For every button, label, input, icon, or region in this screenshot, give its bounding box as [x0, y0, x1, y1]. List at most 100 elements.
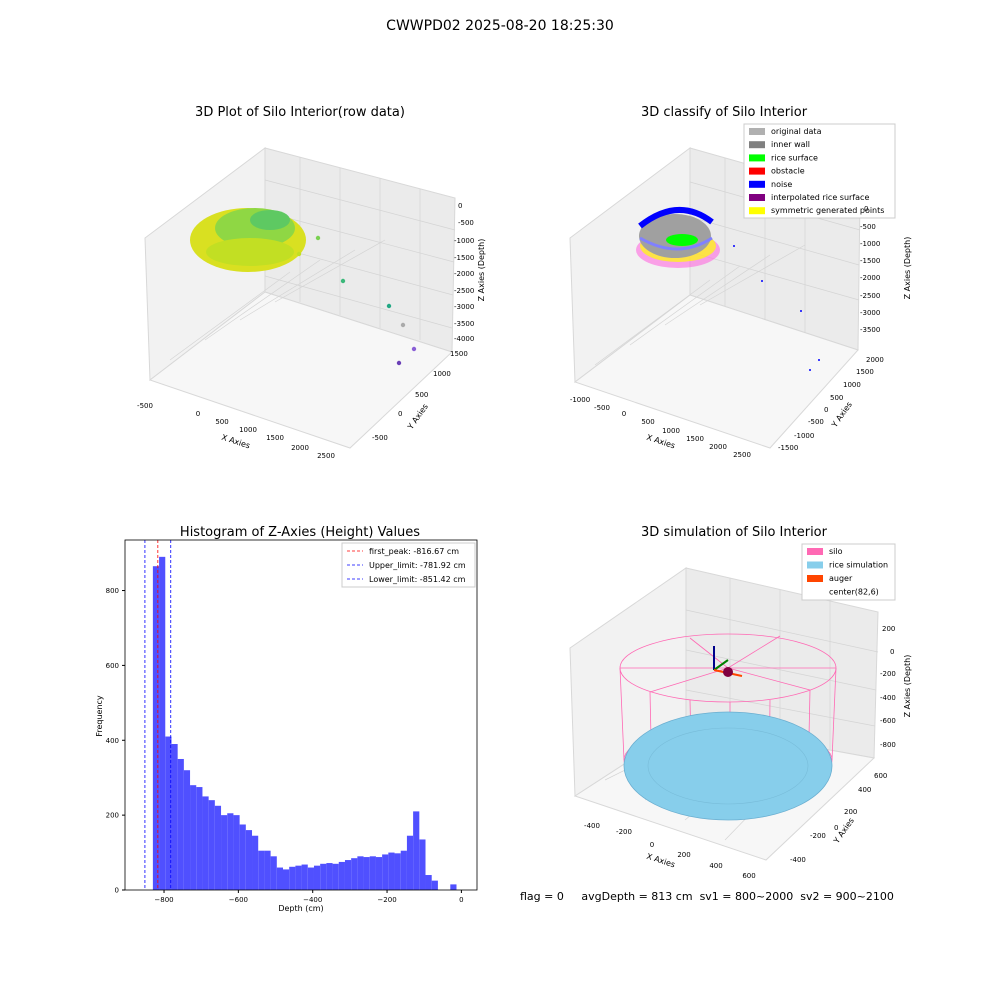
- raw-z-ticks: 0 -500 -1000 -1500 -2000 -2500 -3000 -35…: [454, 202, 474, 343]
- simulation-x-tick: 400: [709, 862, 722, 870]
- raw-x-ticks: -500 0 500 1000 1500 2000 2500: [137, 402, 335, 460]
- silo-wall-line: [619, 667, 625, 761]
- classify-y-tick: 2000: [866, 356, 884, 364]
- simulation-legend-label: center(82,6): [829, 588, 879, 597]
- histogram-bar: [419, 839, 426, 890]
- classify-z-tick: -500: [860, 223, 876, 231]
- simulation-z-ticks: 200 0 -200 -400 -600 -800: [880, 625, 896, 749]
- auger-center-marker: [723, 667, 733, 677]
- histogram-legend-label: Lower_limit: -851.42 cm: [369, 575, 466, 584]
- classify-legend-swatch: [749, 207, 765, 215]
- raw-x-tick: 2000: [291, 444, 309, 452]
- raw-rice-lower: [206, 238, 294, 266]
- classify-noise-point: [800, 310, 802, 312]
- histogram-bar: [413, 811, 420, 890]
- simulation-z-tick: 0: [890, 648, 894, 656]
- histogram-bar: [363, 857, 370, 890]
- raw-x-tick: 0: [196, 410, 200, 418]
- raw-x-label: X Axies: [220, 433, 251, 451]
- raw-z-label: Z Axies (Depth): [477, 239, 486, 302]
- histogram-bar: [221, 815, 228, 890]
- histogram-x-tick: 0: [459, 896, 463, 904]
- raw-x-tick: 500: [215, 418, 228, 426]
- histogram-bar: [208, 800, 215, 890]
- histogram-legend-box: [341, 542, 476, 588]
- histogram-y-tick: 800: [106, 587, 119, 595]
- histogram-bar: [406, 835, 414, 890]
- histogram-bars: [152, 556, 457, 890]
- simulation-legend-label: auger: [829, 574, 853, 583]
- histogram-marker-lines: [144, 540, 172, 890]
- classify-legend-swatch: [749, 194, 765, 201]
- simulation-y-tick: 600: [874, 772, 887, 780]
- raw-point: [340, 278, 346, 284]
- histogram-bar: [190, 785, 197, 890]
- histogram-bar: [239, 824, 246, 890]
- histogram-bar: [431, 880, 438, 890]
- classify-y-tick: 500: [830, 394, 843, 402]
- histogram-y-label: Frequency: [95, 695, 104, 737]
- simulation-y-tick: 200: [844, 808, 857, 816]
- histogram-x-tick: −600: [229, 896, 248, 904]
- raw-point: [386, 303, 392, 309]
- raw-z-tick: -4000: [454, 335, 474, 343]
- histogram-bar: [301, 864, 308, 890]
- classify-z-tick: -3500: [860, 326, 880, 334]
- rice-simulation-surface: [623, 711, 833, 821]
- classify-y-tick: 1000: [843, 381, 861, 389]
- classify-z-tick: -2500: [860, 292, 880, 300]
- raw-z-tick: 0: [458, 202, 462, 210]
- histogram-bar: [332, 863, 339, 890]
- simulation-plot-title: 3D simulation of Silo Interior: [641, 525, 828, 540]
- raw-3d-plot: 3D Plot of Silo Interior(row data) -500 …: [137, 105, 486, 460]
- histogram-bar: [196, 787, 203, 890]
- classify-x-tick: 2000: [709, 443, 727, 451]
- classify-legend-label: obstacle: [771, 167, 805, 176]
- raw-x-tick: 2500: [317, 452, 335, 460]
- classify-legend-swatch: [749, 167, 765, 175]
- histogram-bar: [152, 566, 160, 890]
- classify-noise-point: [809, 369, 811, 371]
- histogram-bar: [270, 856, 277, 890]
- classify-noise-point: [761, 280, 763, 282]
- simulation-x-ticks: -400 -200 0 200 400 600: [584, 822, 756, 880]
- raw-z-tick: -3000: [454, 303, 474, 311]
- classify-legend-label: original data: [771, 127, 822, 136]
- auger: [713, 646, 743, 677]
- simulation-x-tick: 0: [650, 841, 654, 849]
- simulation-y-tick: -400: [790, 856, 806, 864]
- classify-y-label: Y Axies: [829, 400, 854, 430]
- raw-z-tick: -2000: [454, 270, 474, 278]
- raw-z-tick: -1000: [454, 237, 474, 245]
- histogram-bar: [351, 858, 358, 890]
- classify-z-tick: -1500: [860, 257, 880, 265]
- classify-plot-title: 3D classify of Silo Interior: [641, 105, 808, 120]
- classify-x-label: X Axies: [645, 433, 676, 451]
- simulation-z-tick: -800: [880, 741, 896, 749]
- simulation-x-tick: 600: [742, 872, 755, 880]
- simulation-x-tick: -200: [616, 828, 632, 836]
- histogram-bar: [375, 857, 383, 890]
- simulation-legend: silo rice simulation auger center(82,6): [801, 543, 896, 601]
- simulation-z-tick: 200: [882, 625, 895, 633]
- silo-roof-line: [727, 667, 811, 691]
- classify-y-tick: 1500: [856, 368, 874, 376]
- histogram-bar: [264, 850, 271, 890]
- histogram-legend: first_peak: -816.67 cm Upper_limit: -781.…: [341, 542, 476, 588]
- histogram-bar: [165, 736, 172, 890]
- histogram-y-tick: 400: [106, 737, 119, 745]
- raw-point: [315, 235, 321, 241]
- raw-y-label: Y Axies: [405, 402, 430, 432]
- histogram-bar: [282, 869, 290, 890]
- raw-y-tick: 1000: [433, 370, 451, 378]
- raw-rice-spot: [250, 210, 290, 230]
- histogram-bar: [400, 850, 407, 890]
- histogram-y-tick: 200: [106, 812, 119, 820]
- histogram-x-ticks: −800 −600 −400 −200 0: [154, 890, 464, 904]
- classify-x-tick: 500: [641, 418, 654, 426]
- histogram-y-tick: 0: [115, 887, 119, 895]
- raw-z-tick: -500: [458, 219, 474, 227]
- classify-x-tick: -500: [594, 404, 610, 412]
- classify-legend: original data inner wall rice surface obsta…: [743, 123, 896, 219]
- raw-y-tick: 0: [398, 410, 402, 418]
